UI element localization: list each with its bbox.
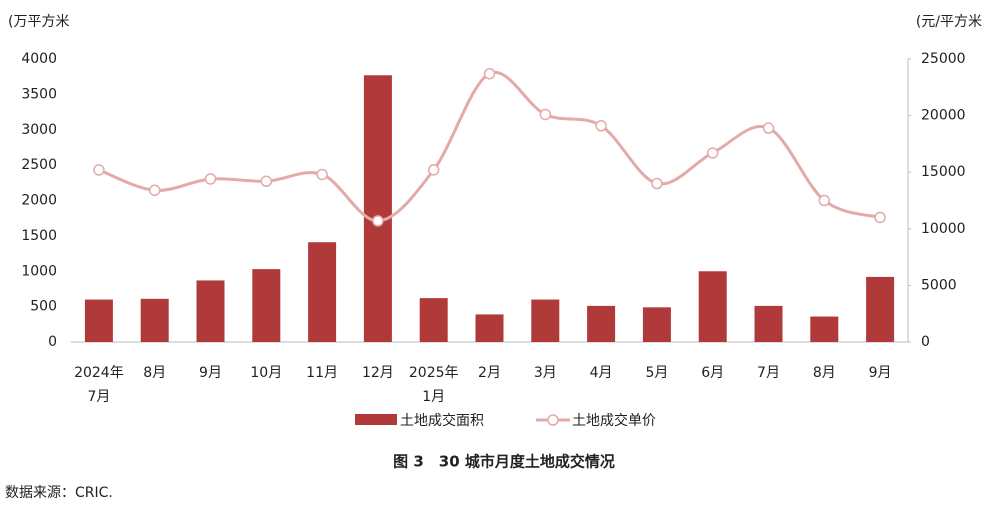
legend-label: 土地成交单价 [572,412,656,429]
y-tick-label: 500 [30,299,57,315]
y2-tick-label: 20000 [921,108,966,124]
x-tick-label: 3月 [534,365,557,381]
y-tick-label: 1500 [21,228,57,244]
x-tick-label: 12月 [362,365,394,381]
bar [866,276,895,342]
line-marker [372,215,384,227]
x-tick-label: 2025年 1月 [409,365,459,405]
x-tick-label: 8月 [143,365,166,381]
line-marker [539,108,552,121]
bar [196,280,225,342]
bar [642,307,671,342]
x-tick-label: 11月 [306,365,338,381]
line-marker [148,184,161,197]
x-tick-label: 4月 [590,365,613,381]
y2-tick-label: 25000 [921,51,966,67]
y2-tick-label: 15000 [921,164,966,180]
x-tick-label: 2024年 7月 [74,365,124,405]
line-marker [706,147,719,159]
y2-tick-label: 0 [921,334,930,350]
line-marker [595,120,607,132]
line-marker [93,164,105,176]
line-marker [651,177,663,190]
x-tick-label: 9月 [199,365,222,381]
legend-label: 土地成交面积 [400,412,484,429]
x-tick-label: 7月 [757,365,780,381]
y-tick-label: 2000 [21,193,57,209]
bar [140,298,169,342]
line-marker [316,168,328,181]
bar [84,299,113,342]
y-tick-label: 3500 [21,86,57,102]
bar [531,299,560,342]
chart-title: 图 3 30 城市月度土地成交情况 [393,453,615,471]
y-tick-label: 1000 [21,263,57,279]
bar [308,242,337,342]
line-marker [762,122,775,134]
x-tick-label: 10月 [250,365,282,381]
y-axis-label: (万平方米 [8,14,69,30]
line-marker [483,67,496,80]
legend-swatch [355,414,397,425]
y2-tick-label: 5000 [921,277,957,293]
x-tick-label: 9月 [869,365,892,381]
source-note: 数据来源：CRIC. [5,485,113,501]
bar [810,316,839,342]
y-tick-label: 2500 [21,157,57,173]
line-marker [874,211,886,224]
y2-axis-label: (元/平方米 [916,14,982,30]
bar [419,298,448,342]
legend-marker [547,414,559,426]
x-tick-label: 6月 [701,365,724,381]
bar [252,269,281,342]
x-tick-label: 2月 [478,365,501,381]
y-tick-label: 0 [48,334,57,350]
line-marker [427,164,440,176]
y2-tick-label: 10000 [921,221,966,237]
x-tick-label: 5月 [645,365,668,381]
line-marker [204,173,217,185]
line-marker [260,175,273,188]
bar [587,305,616,342]
bar [363,75,392,343]
y-tick-label: 4000 [21,51,57,67]
line-marker [818,194,831,207]
bar [475,314,504,342]
y-tick-label: 3000 [21,122,57,138]
price-line [98,70,881,223]
bar [754,305,783,342]
x-tick-label: 8月 [813,365,836,381]
bar [698,271,727,342]
